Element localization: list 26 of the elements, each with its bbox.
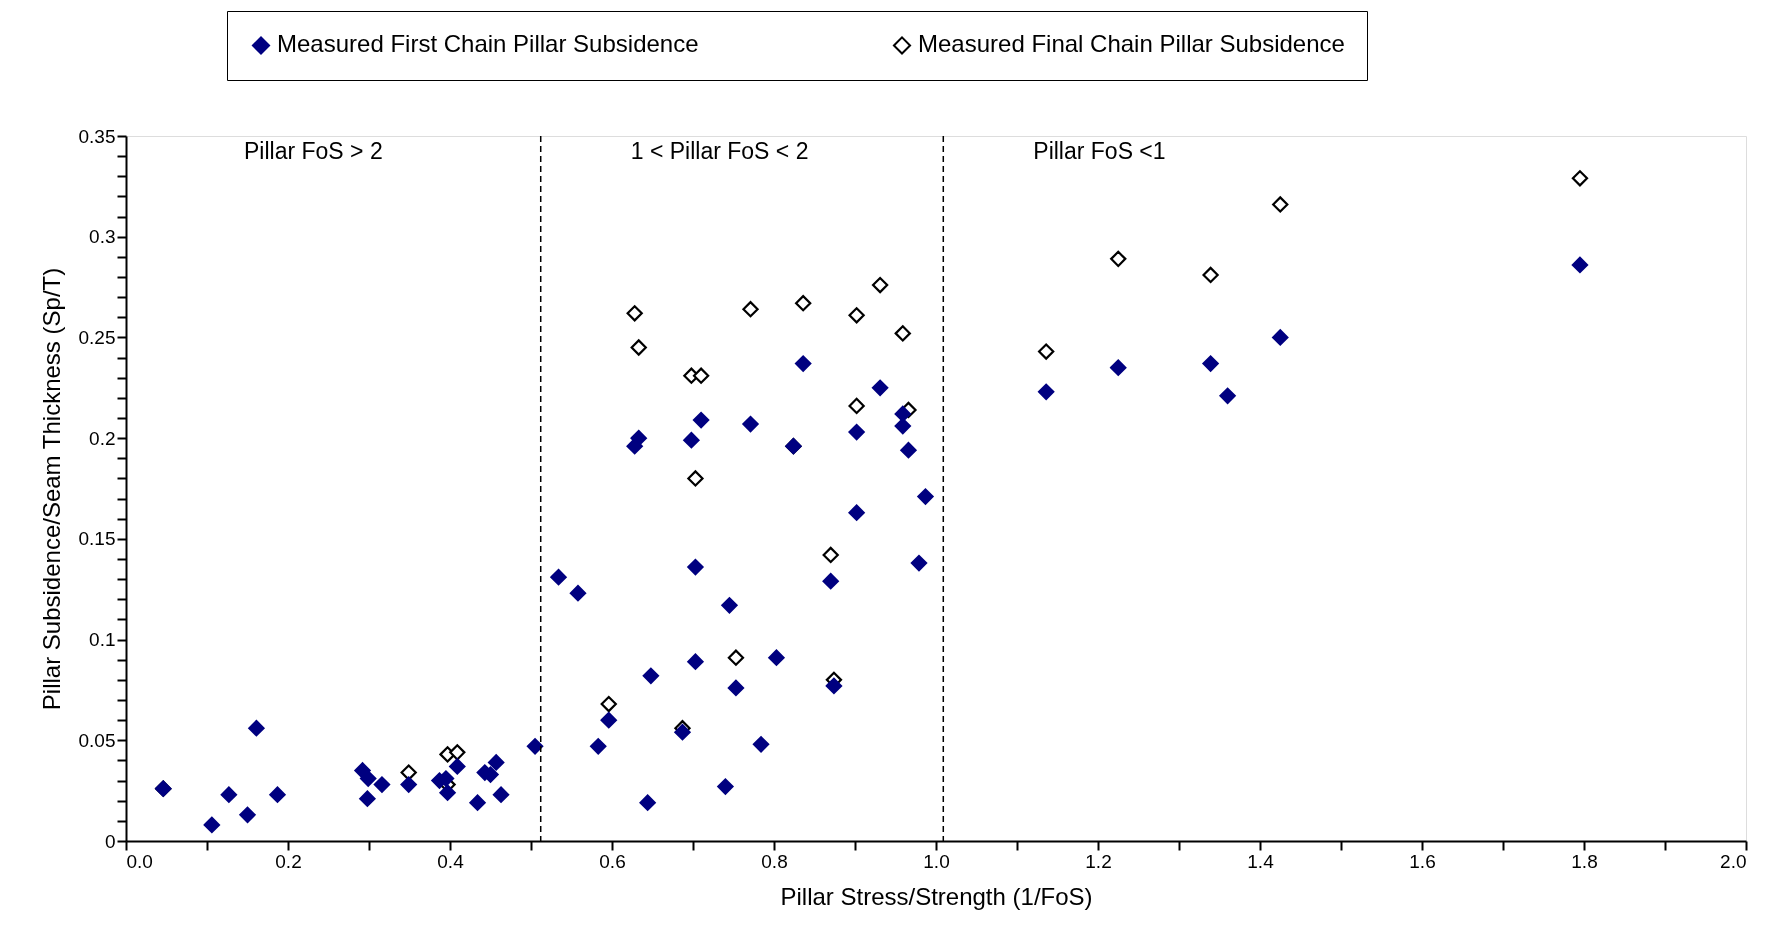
y-tick-label: 0.2 (89, 427, 116, 449)
x-tick-label: 1.0 (923, 850, 950, 872)
annotation: 1 < Pillar FoS < 2 (630, 138, 809, 164)
x-tick-label: 1.6 (1409, 850, 1436, 872)
x-tick-label: 2.0 (1720, 850, 1747, 872)
y-tick-label: 0.25 (78, 326, 116, 348)
y-tick-label: 0.35 (78, 125, 116, 147)
legend-label: Measured Final Chain Pillar Subsidence (918, 30, 1345, 58)
y-tick-label: 0.1 (89, 629, 116, 651)
x-tick-label: 1.4 (1247, 850, 1275, 872)
x-tick-label: 1.8 (1571, 850, 1598, 872)
x-tick-label: 0.0 (126, 850, 153, 872)
y-tick-label: 0 (104, 830, 116, 852)
y-axis-title: Pillar Subsidence/Seam Thickness (Sp/T) (37, 267, 65, 711)
x-axis-title: Pillar Stress/Strength (1/FoS) (780, 882, 1093, 910)
x-tick-label: 0.8 (761, 850, 788, 872)
annotation: Pillar FoS <1 (1033, 138, 1166, 164)
y-tick-label: 0.05 (78, 729, 116, 751)
x-tick-label: 0.2 (275, 850, 302, 872)
x-tick-label: 1.2 (1085, 850, 1112, 872)
legend-label: Measured First Chain Pillar Subsidence (277, 30, 699, 58)
x-tick-label: 0.6 (599, 850, 626, 872)
y-tick-label: 0.15 (78, 528, 116, 550)
y-tick-label: 0.3 (89, 226, 116, 248)
annotation: Pillar FoS > 2 (244, 138, 383, 164)
x-tick-label: 0.4 (437, 850, 465, 872)
